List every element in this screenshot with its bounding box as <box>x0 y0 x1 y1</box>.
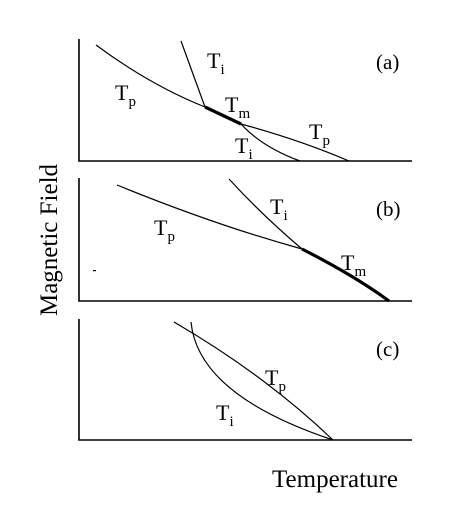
panel-b-ti-label: Ti <box>270 194 288 224</box>
panel-c-ti-label: Ti <box>216 400 234 430</box>
panel-a-ti-lower-curve <box>240 123 301 162</box>
panel-b-ti-curve <box>228 178 303 250</box>
panel-a-tp-label: Tp <box>115 80 136 110</box>
panel-b: (b) Tp Ti Tm <box>78 178 412 303</box>
panel-b-tm-label: Tm <box>341 250 366 280</box>
panel-a-tm-curve <box>204 105 242 126</box>
panel-b-stray-mark <box>93 270 96 272</box>
panel-c-tp-label: Tp <box>265 365 286 395</box>
panel-c-ti-curve <box>190 321 334 441</box>
panel-a-ti-upper-curve <box>180 40 206 108</box>
panel-b-label: (b) <box>376 197 401 221</box>
y-axis-title: Magnetic Field <box>36 163 63 316</box>
panel-a-axes <box>78 39 412 162</box>
panel-c-axes <box>78 319 412 441</box>
panel-a-tp-curve <box>95 44 206 108</box>
panel-b-tp-curve <box>116 184 303 250</box>
panel-b-tm-curve <box>301 247 390 303</box>
panel-c: (c) Tp Ti <box>78 319 412 441</box>
panel-a-label: (a) <box>376 50 399 74</box>
x-axis-title: Temperature <box>272 466 398 493</box>
panel-c-label: (c) <box>376 337 399 361</box>
panel-b-tp-label: Tp <box>154 215 175 245</box>
panel-a-ti-lower-label: Ti <box>235 133 253 163</box>
panel-a-ti-upper-label: Ti <box>207 48 225 78</box>
panel-b-axes <box>78 178 412 302</box>
panel-a-tm-label: Tm <box>225 92 250 122</box>
panel-c-tp-curve <box>173 321 334 441</box>
panel-a: (a) Tp Ti Tm Ti Tp <box>78 39 412 163</box>
panel-a-tp-right-curve <box>240 123 350 162</box>
panel-a-tp-right-label: Tp <box>309 119 330 149</box>
